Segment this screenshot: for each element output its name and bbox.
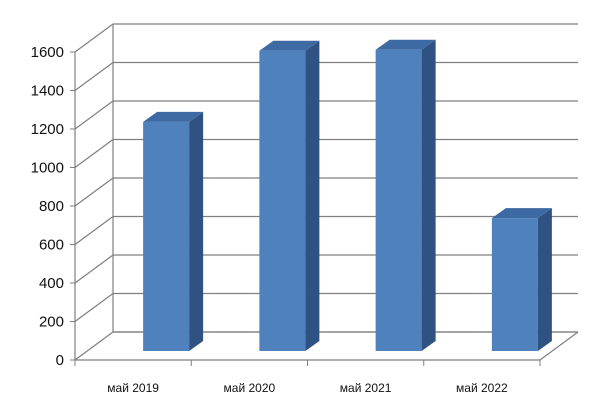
ytick-label-1200: 1200 bbox=[31, 121, 64, 138]
gridline-side-1600 bbox=[74, 23, 114, 53]
ytick-label-200: 200 bbox=[39, 314, 64, 331]
bar-side-face bbox=[189, 111, 204, 351]
gridline-side-1200 bbox=[74, 100, 114, 130]
ytick-label-1600: 1600 bbox=[31, 44, 64, 61]
xtick-label-2: май 2021 bbox=[340, 381, 392, 395]
axes bbox=[70, 51, 541, 366]
floor-right-edge bbox=[539, 331, 579, 361]
xtick-label-1: май 2020 bbox=[224, 381, 276, 395]
bar-front-face bbox=[375, 49, 422, 352]
gridline-side-200 bbox=[74, 293, 114, 322]
bar-top-face bbox=[491, 208, 552, 219]
bar-май-2022 bbox=[491, 208, 552, 351]
gridline-side-1400 bbox=[74, 62, 114, 91]
bar-side-face bbox=[421, 39, 436, 352]
bar-май-2019 bbox=[143, 111, 204, 351]
bar-front-face bbox=[259, 50, 306, 351]
ytick-label-800: 800 bbox=[39, 198, 64, 215]
bar-top-face bbox=[143, 111, 204, 122]
bar-side-face bbox=[305, 40, 320, 351]
xtick-label-3: май 2022 bbox=[456, 381, 508, 395]
ytick-label-400: 400 bbox=[39, 275, 64, 292]
bar-май-2021 bbox=[375, 39, 436, 352]
ytick-label-600: 600 bbox=[39, 237, 64, 254]
bar-front-face bbox=[491, 218, 538, 351]
ytick-label-1000: 1000 bbox=[31, 160, 64, 177]
bar-side-face bbox=[537, 208, 552, 351]
ytick-label-1400: 1400 bbox=[31, 83, 64, 100]
gridline-side-400 bbox=[74, 254, 114, 284]
bars bbox=[143, 39, 552, 352]
bar-top-face bbox=[375, 39, 436, 50]
bar-май-2020 bbox=[259, 40, 320, 351]
gridline-side-1000 bbox=[74, 139, 114, 168]
xtick-label-0: май 2019 bbox=[107, 381, 159, 395]
y-axis-tick-labels: 0 200 400 600 800 1000 1200 1400 1600 bbox=[31, 44, 64, 369]
gridline-side-800 bbox=[74, 177, 114, 207]
gridline-side-600 bbox=[74, 216, 114, 245]
bar-top-face bbox=[259, 40, 320, 51]
x-axis-category-labels: май 2019 май 2020 май 2021 май 2022 bbox=[107, 381, 508, 395]
gridline-side-0 bbox=[74, 331, 114, 361]
bar-front-face bbox=[143, 121, 190, 351]
ytick-label-0: 0 bbox=[56, 352, 64, 369]
